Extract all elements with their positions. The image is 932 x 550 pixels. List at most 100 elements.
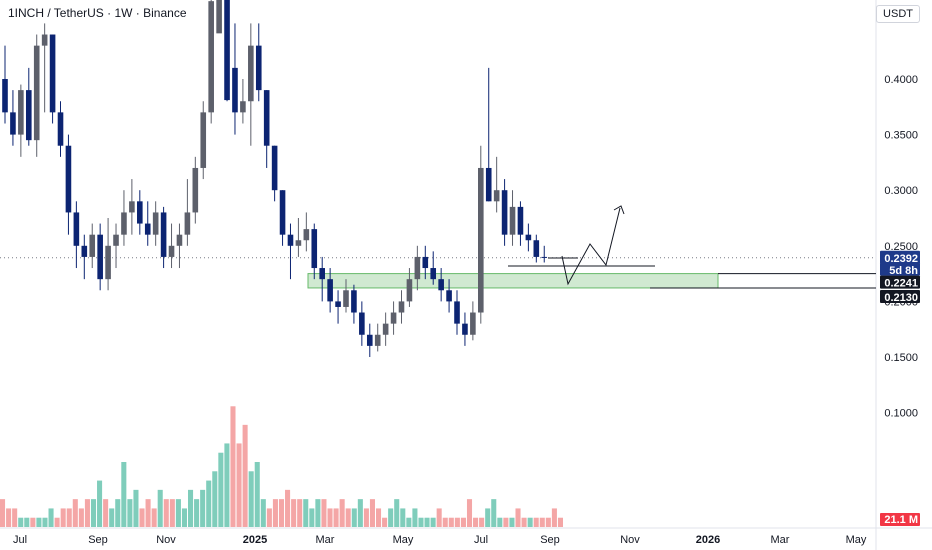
volume-bar: [163, 499, 169, 527]
zone-bottom-label: 0.2130: [884, 292, 918, 304]
candle-body: [10, 112, 16, 135]
candle-body: [382, 323, 389, 335]
volume-bar: [309, 508, 315, 527]
volume-bar: [406, 517, 412, 527]
candle-body: [533, 240, 540, 257]
volume-bar: [266, 508, 272, 527]
candle-body: [398, 301, 405, 313]
candle-body: [517, 206, 524, 235]
volume-bar: [285, 489, 291, 527]
volume-bar: [521, 517, 527, 527]
volume-bar: [503, 517, 509, 527]
volume-bar: [188, 489, 194, 527]
volume-bar: [109, 508, 115, 527]
volume-bar: [454, 517, 460, 527]
candle-body: [430, 268, 437, 280]
candle-body: [501, 190, 508, 235]
x-tick-label: Mar: [316, 534, 335, 546]
current-price-label-bg: [880, 250, 920, 264]
volume-bar: [539, 517, 545, 527]
candle-countdown-label: 5d 8h: [889, 265, 918, 277]
candle-body: [319, 268, 325, 280]
volume-bar: [363, 508, 369, 527]
candle-body: [2, 79, 8, 113]
arrowhead-icon: [613, 205, 625, 215]
x-tick-label: Sep: [540, 534, 560, 546]
volume-bar: [230, 406, 236, 527]
volume-bar: [66, 508, 72, 527]
candle-body: [438, 279, 444, 291]
volume-bar: [0, 499, 6, 527]
candle-body: [311, 229, 318, 269]
candle-body: [525, 234, 532, 241]
chart-title: 1INCH / TetherUS · 1W · Binance: [8, 6, 187, 20]
candle-body: [240, 101, 246, 113]
volume-bar: [545, 517, 551, 527]
candle-body: [279, 190, 286, 235]
candle-body: [454, 301, 460, 324]
quote-currency-button[interactable]: USDT: [876, 5, 920, 23]
candle-body: [366, 334, 373, 346]
volume-bar: [72, 499, 78, 527]
candle-body: [105, 245, 111, 280]
candle-body: [49, 34, 56, 113]
volume-bar: [236, 443, 242, 527]
volume-bar: [224, 443, 230, 527]
projection-path: [561, 207, 621, 286]
volume-bar: [121, 462, 127, 527]
candle-body: [168, 245, 175, 257]
volume-bar: [333, 508, 339, 527]
candle-body: [25, 90, 32, 141]
candle-body: [351, 290, 357, 313]
volume-bar: [103, 499, 109, 527]
current-price-label: 0.2392: [884, 253, 918, 265]
x-tick-label: 2025: [243, 534, 267, 546]
candle-body: [200, 112, 207, 168]
x-tick-label: Nov: [620, 534, 640, 546]
volume-bar: [442, 517, 448, 527]
candle-body: [81, 245, 88, 257]
volume-bar: [97, 480, 103, 527]
candle-body: [144, 223, 151, 235]
volume-bar: [206, 480, 212, 527]
y-tick-label: 0.1000: [884, 408, 918, 420]
volume-bar: [448, 517, 454, 527]
volume-bar: [497, 517, 503, 527]
candle-body: [89, 234, 96, 257]
volume-bar: [84, 499, 90, 527]
volume-bar: [212, 471, 218, 527]
x-tick-label: Jul: [474, 534, 488, 546]
candle-countdown-label-bg: [880, 262, 920, 276]
volume-bar: [376, 508, 382, 527]
projection-drawing: [508, 205, 655, 286]
volume-bar: [272, 499, 278, 527]
volume-bar: [424, 517, 430, 527]
candle-body: [414, 256, 421, 280]
candle-body: [18, 90, 24, 135]
candle-body: [41, 34, 48, 46]
volume-bar: [339, 499, 345, 527]
candle-body: [493, 190, 500, 202]
y-tick-label: 0.4000: [884, 74, 918, 86]
candle-body: [462, 323, 468, 335]
volume-bar: [12, 508, 18, 527]
volume-bar: [479, 517, 485, 527]
candle-body: [97, 234, 103, 280]
y-tick-label: 0.3000: [884, 185, 918, 197]
volume-bar: [382, 517, 388, 527]
volume-bar: [315, 499, 321, 527]
volume-bar: [90, 499, 97, 527]
volume-bar: [24, 517, 30, 527]
volume-bar: [175, 499, 181, 527]
candle-body: [113, 234, 119, 246]
x-tick-label: 2026: [696, 534, 720, 546]
candle-body: [374, 334, 381, 346]
volume-label-bg: [880, 513, 920, 526]
candle-body: [446, 290, 452, 302]
volume-bar: [54, 517, 60, 527]
volume-bar: [533, 517, 539, 527]
volume-bar: [242, 424, 248, 527]
